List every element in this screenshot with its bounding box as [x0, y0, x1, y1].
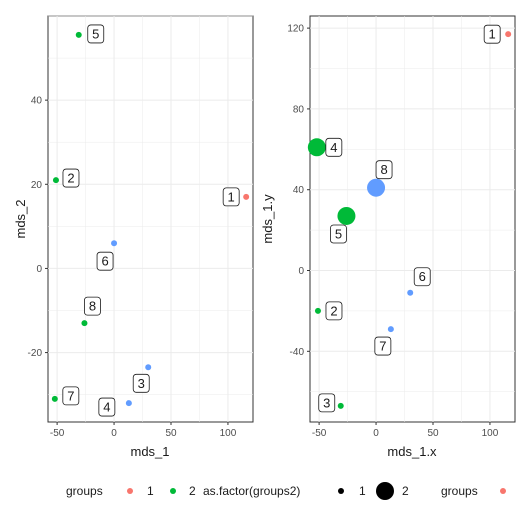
legend-group2-label: 2 — [189, 484, 196, 498]
panel-right-points: 1 2 3 4 5 6 7 8 — [307, 24, 512, 413]
panel-left: -50 0 50 100 -20 0 20 40 1 2 3 4 5 6 7 8 mds_1 mds_2 — [13, 15, 254, 459]
data-point-1 — [243, 193, 250, 200]
panel-left-ylabel: mds_2 — [13, 199, 28, 238]
panel-left-border — [47, 15, 254, 423]
point-label-box-3 — [318, 393, 336, 413]
point-label-3: 3 — [323, 395, 330, 410]
panel-right-grid — [310, 16, 515, 422]
panel-left-points: 1 2 3 4 5 6 7 8 — [51, 24, 250, 417]
point-label-6: 6 — [101, 254, 108, 269]
point-label-box-4 — [98, 397, 116, 417]
point-label-box-2 — [325, 301, 343, 321]
point-label-box-7 — [62, 386, 80, 406]
data-point-8 — [81, 320, 88, 327]
point-label-box-5 — [87, 24, 105, 44]
data-point-4 — [307, 138, 326, 157]
x-tick-label: 0 — [111, 428, 117, 439]
y-tick-label: -20 — [28, 348, 43, 359]
point-label-6: 6 — [419, 269, 426, 284]
legend-group1-label: 1 — [147, 484, 154, 498]
panel-right-xlabel: mds_1.x — [387, 444, 437, 459]
data-point-2 — [52, 177, 59, 184]
point-label-box-3 — [132, 373, 150, 393]
data-point-3 — [337, 402, 344, 409]
legend-groups-title: groups — [66, 484, 103, 498]
x-tick-label: 0 — [373, 428, 379, 439]
data-point-5 — [75, 31, 82, 38]
y-tick-label: 80 — [293, 104, 305, 115]
y-tick-label: 0 — [36, 264, 42, 275]
panel-right-ylabel: mds_1.y — [260, 194, 275, 244]
y-tick-label: 40 — [31, 96, 43, 107]
point-label-8: 8 — [380, 162, 387, 177]
data-point-2 — [314, 307, 321, 314]
x-tick-label: -50 — [312, 428, 327, 439]
data-point-8 — [367, 178, 386, 197]
point-label-box-1 — [483, 24, 501, 44]
point-label-4: 4 — [103, 400, 110, 415]
legend-groups-title-2: groups — [441, 484, 478, 498]
y-tick-label: 40 — [293, 185, 305, 196]
panel-right-ticks: -50 0 50 100 -40 0 40 80 120 — [287, 24, 498, 439]
point-label-2: 2 — [67, 171, 74, 186]
point-label-1: 1 — [228, 189, 235, 204]
legend-size1-swatch — [338, 488, 344, 494]
legend-group1-swatch-2 — [500, 488, 506, 494]
point-label-5: 5 — [335, 226, 342, 241]
x-tick-label: 100 — [482, 428, 499, 439]
legend-size-title: as.factor(groups2) — [203, 484, 300, 498]
x-tick-label: 100 — [220, 428, 237, 439]
data-point-3 — [145, 364, 152, 371]
point-label-4: 4 — [330, 140, 337, 155]
point-label-8: 8 — [89, 299, 96, 314]
panel-right: -50 0 50 100 -40 0 40 80 120 1 2 3 4 5 6 7 8 mds_1.x md… — [260, 15, 516, 459]
panel-left-xlabel: mds_1 — [130, 444, 169, 459]
x-tick-label: -50 — [50, 428, 65, 439]
legend-size1-label: 1 — [359, 484, 366, 498]
panel-left-grid — [48, 15, 253, 422]
point-label-3: 3 — [138, 376, 145, 391]
data-point-4 — [125, 400, 132, 407]
point-label-1: 1 — [489, 27, 496, 42]
y-tick-label: 20 — [31, 180, 43, 191]
x-tick-label: 50 — [165, 428, 177, 439]
point-label-box-4 — [325, 137, 343, 157]
point-label-box-2 — [62, 168, 80, 188]
data-point-6 — [111, 240, 118, 247]
point-label-box-6 — [413, 267, 431, 287]
data-point-6 — [407, 289, 414, 296]
point-label-box-8 — [84, 296, 101, 316]
point-label-5: 5 — [92, 26, 99, 41]
y-tick-label: 0 — [298, 266, 304, 277]
point-label-box-7 — [374, 336, 392, 356]
x-tick-label: 50 — [427, 428, 439, 439]
data-point-1 — [505, 31, 512, 38]
legend-group2-swatch — [170, 488, 176, 494]
legend-size2-label: 2 — [402, 484, 409, 498]
point-label-box-8 — [375, 160, 393, 180]
point-label-7: 7 — [379, 339, 386, 354]
y-tick-label: 120 — [287, 24, 304, 35]
point-label-2: 2 — [330, 303, 337, 318]
legend-size2-swatch — [376, 482, 394, 500]
point-label-box-1 — [222, 187, 240, 207]
legend: groups 1 2 as.factor(groups2) 1 2 groups — [66, 482, 506, 500]
legend-group1-swatch — [127, 488, 133, 494]
panel-left-ticks: -50 0 50 100 -20 0 20 40 — [28, 96, 237, 439]
data-point-7 — [387, 326, 394, 333]
y-tick-label: -40 — [290, 347, 305, 358]
data-point-5 — [337, 206, 356, 225]
point-label-box-6 — [96, 251, 114, 271]
point-label-box-5 — [330, 224, 347, 244]
point-label-7: 7 — [67, 388, 74, 403]
data-point-7 — [51, 395, 58, 402]
